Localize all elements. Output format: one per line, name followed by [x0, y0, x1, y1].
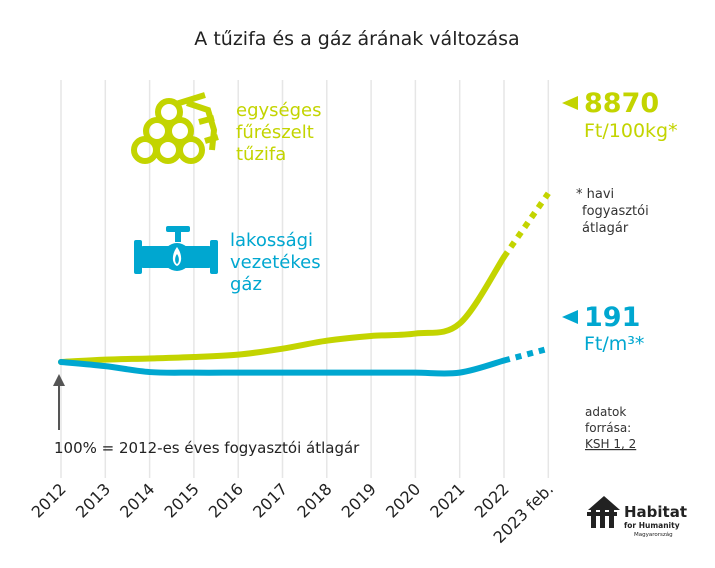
wood-series-line	[58, 253, 507, 365]
gas-end-arrow	[562, 310, 578, 324]
wood-label-line-2: fűrészelt	[236, 122, 314, 143]
x-tick-label: 2021	[426, 479, 468, 521]
gas-end-unit: Ft/m³*	[584, 333, 644, 355]
x-tick-label: 2017	[249, 479, 291, 521]
gas-label-line-2: vezetékes	[230, 252, 321, 273]
baseline-note: 100% = 2012-es éves fogyasztói átlagár	[54, 439, 360, 457]
x-tick-label: 2015	[161, 479, 203, 521]
baseline-arrow-head	[53, 374, 65, 386]
x-axis-ticks: 2012 2013 2014 2015 2016 2017 2018 2019 2020 2021…	[28, 479, 558, 547]
x-tick-label: 2013	[72, 479, 114, 521]
x-tick-label: 2018	[293, 479, 335, 521]
x-tick-label: 2012	[28, 479, 70, 521]
habitat-house-icon	[587, 496, 620, 528]
gas-label-line-1: lakossági	[230, 230, 313, 251]
x-tick-label: 2016	[205, 479, 247, 521]
wood-label-line-1: egységes	[236, 100, 321, 121]
wood-end-arrow	[562, 96, 578, 110]
source-note-line-2: forrása:	[585, 421, 631, 435]
wood-end-value: 8870	[584, 88, 659, 119]
wood-label-line-3: tűzifa	[236, 144, 286, 165]
monthly-note-line-1: * havi	[576, 187, 614, 202]
x-tick-label: 2020	[382, 479, 424, 521]
vertical-gridlines	[60, 80, 550, 478]
chart-title: A tűzifa és a gáz árának változása	[194, 28, 519, 50]
gas-label-line-3: gáz	[230, 274, 262, 295]
log-pile-icon	[131, 92, 219, 164]
logo-name: Habitat	[624, 503, 687, 521]
gas-series-line	[58, 357, 507, 377]
wood-series-forecast	[501, 191, 551, 259]
gas-pipe-icon	[134, 226, 218, 274]
x-tick-label: 2014	[116, 479, 158, 521]
logo-sub: for Humanity	[624, 521, 680, 530]
source-link[interactable]: KSH 1, 2	[585, 437, 636, 451]
gas-end-value: 191	[584, 302, 640, 333]
wood-end-unit: Ft/100kg*	[584, 120, 678, 142]
logo-country: Magyarország	[634, 531, 673, 538]
gas-series-forecast	[503, 345, 550, 364]
monthly-note-line-2: fogyasztói	[582, 204, 649, 219]
source-note-line-1: adatok	[585, 405, 626, 419]
monthly-note-line-3: átlagár	[582, 221, 629, 236]
x-tick-label: 2019	[338, 479, 380, 521]
